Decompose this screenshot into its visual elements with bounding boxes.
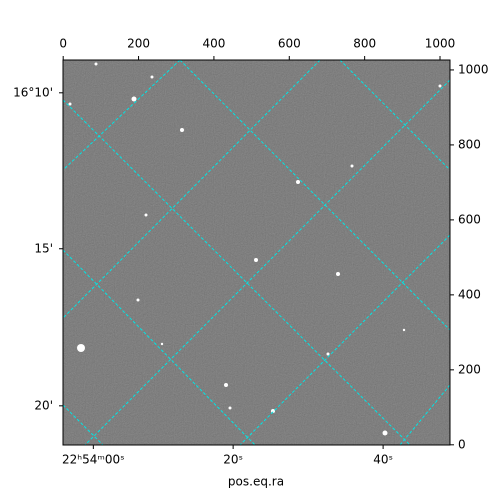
x-tick-label: 400 — [202, 37, 225, 51]
y-tick-label: 600 — [458, 212, 481, 226]
ra-tick-label: 40ˢ — [373, 453, 393, 467]
x-tick-label: 200 — [127, 37, 150, 51]
y-tick-label: 800 — [458, 137, 481, 151]
x-tick-label: 0 — [59, 37, 67, 51]
dec-tick-label: 20' — [34, 398, 53, 412]
x-tick-label: 800 — [353, 37, 376, 51]
y-tick-label: 0 — [458, 437, 466, 451]
dec-tick-label: 15' — [34, 241, 53, 255]
y-tick-label: 400 — [458, 287, 481, 301]
y-tick-label: 1000 — [458, 62, 489, 76]
frame — [62, 59, 451, 446]
stars — [68, 62, 442, 436]
dec-tick-label: 16°10' — [13, 85, 53, 99]
x-tick-label: 1000 — [425, 37, 456, 51]
ra-tick-label: 22ʰ54ᵐ00ˢ — [62, 453, 125, 467]
image-noise — [63, 60, 450, 445]
x-axis-label: pos.eq.ra — [228, 475, 284, 489]
coordinate-grid — [63, 60, 450, 445]
x-tick-label: 600 — [278, 37, 301, 51]
ra-tick-label: 20ˢ — [223, 453, 243, 467]
y-tick-label: 200 — [458, 362, 481, 376]
